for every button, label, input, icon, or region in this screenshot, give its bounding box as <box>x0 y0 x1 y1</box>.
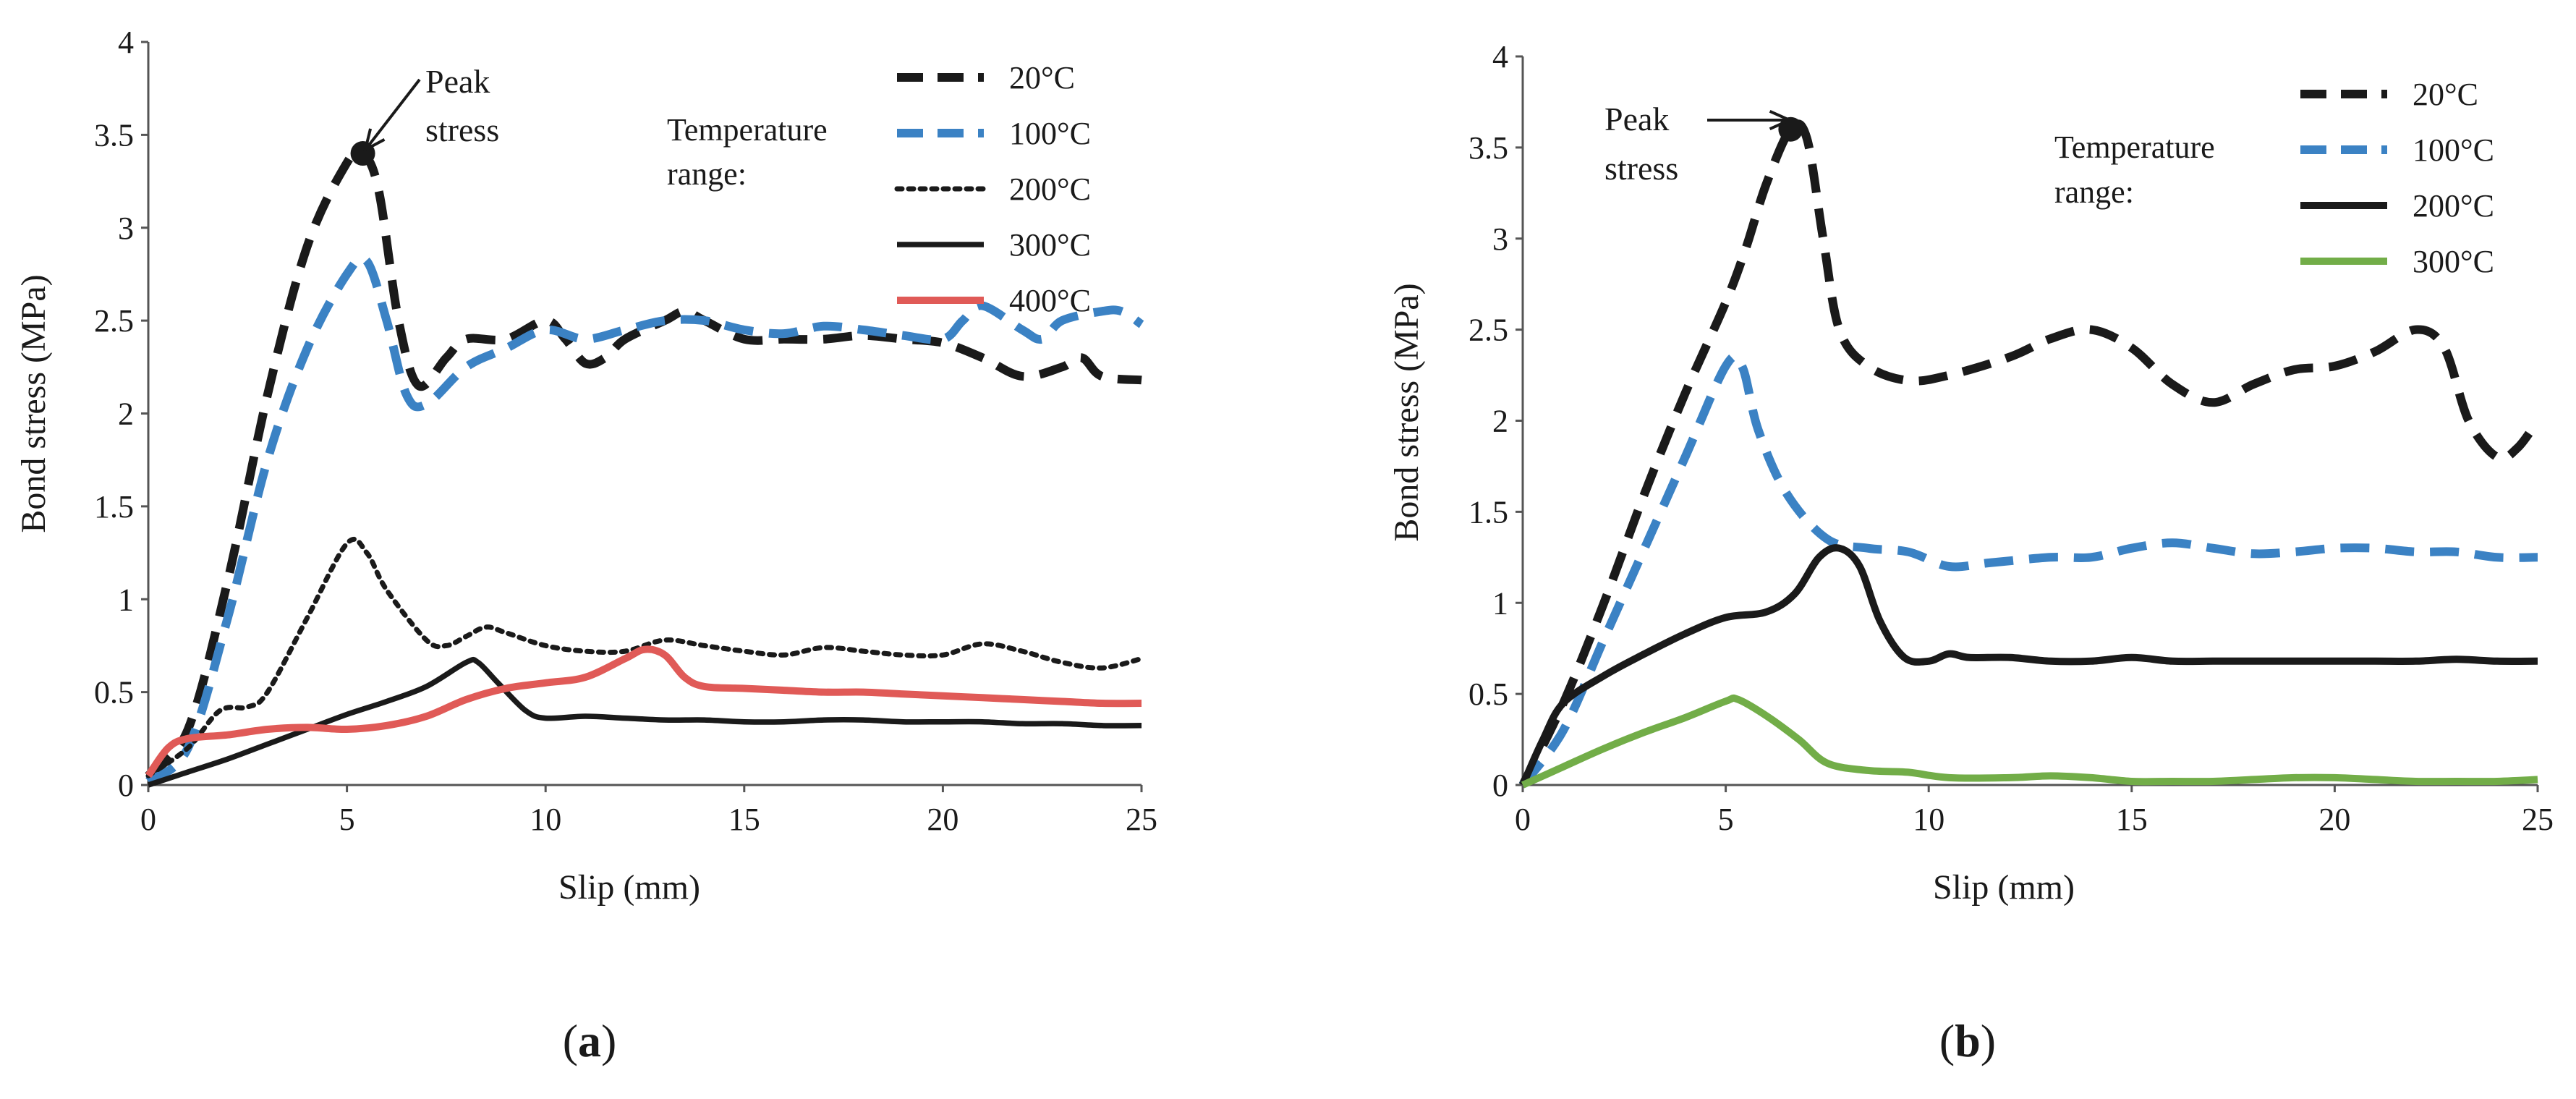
tick-labels-a: 0 0.5 1 1.5 2 2.5 3 3.5 4 0 5 10 15 20 25 <box>94 25 1157 837</box>
legend-b: 20°C 100°C 200°C 300°C <box>2300 77 2494 279</box>
y-tick-label-a: 3.5 <box>94 117 134 153</box>
panel-caption-label-b: b <box>1955 1015 1981 1066</box>
x-tick-label-b: 0 <box>1515 802 1531 837</box>
axes-a <box>147 42 1142 786</box>
legend-title-line2-a: range: <box>667 156 747 192</box>
y-tick-label-b: 0 <box>1492 768 1508 803</box>
x-tick-label-a: 20 <box>927 802 958 837</box>
y-tick-label-b: 3.5 <box>1468 130 1508 166</box>
series-line-200c-a <box>145 536 1144 778</box>
y-tick-label-a: 1 <box>118 582 134 617</box>
series-line-100c-a <box>145 253 1144 785</box>
legend-label-20c-a: 20°C <box>1009 60 1075 96</box>
peak-annotation-line1-a: Peak <box>425 63 490 100</box>
series-line-200c-b <box>1519 544 2538 787</box>
peak-point-a <box>350 141 375 166</box>
y-tick-label-b: 2 <box>1492 404 1508 439</box>
peak-annotation-line1-b: Peak <box>1604 101 1669 137</box>
series-line-400c-a <box>145 645 1142 778</box>
x-tick-label-a: 0 <box>140 802 156 837</box>
y-tick-label-a: 2 <box>118 396 134 432</box>
y-tick-label-a: 1.5 <box>94 489 134 525</box>
y-tick-label-a: 0.5 <box>94 675 134 710</box>
x-tick-label-a: 25 <box>1126 802 1157 837</box>
x-tick-label-b: 5 <box>1718 802 1734 837</box>
panel-caption-a: (a) <box>563 1015 617 1066</box>
x-tick-label-a: 15 <box>728 802 760 837</box>
x-tick-label-b: 20 <box>2318 802 2350 837</box>
panel-a: 0 0.5 1 1.5 2 2.5 3 3.5 4 0 5 10 15 20 25 Slip (mm) Bo… <box>14 25 1157 1066</box>
peak-annotation-line2-a: stress <box>425 111 499 148</box>
y-tick-label-a: 4 <box>118 25 134 60</box>
legend-label-100c-b: 100°C <box>2413 132 2494 168</box>
series-line-20c-b <box>1518 119 2541 787</box>
legend-a: 20°C 100°C 200°C 300°C 400°C <box>894 60 1091 318</box>
legend-label-400c-a: 400°C <box>1009 283 1091 318</box>
panel-caption-label-a: a <box>578 1015 601 1066</box>
legend-label-200c-a: 200°C <box>1009 171 1091 207</box>
legend-label-100c-a: 100°C <box>1009 116 1091 151</box>
y-tick-label-a: 2.5 <box>94 303 134 339</box>
peak-arrow-head-a <box>362 128 386 153</box>
x-axis-title-a: Slip (mm) <box>558 868 700 907</box>
y-tick-label-b: 4 <box>1492 39 1508 75</box>
y-axis-title-b: Bond stress (MPa) <box>1387 283 1426 541</box>
x-tick-label-b: 10 <box>1913 802 1944 837</box>
y-axis-title-a: Bond stress (MPa) <box>14 274 53 532</box>
x-tick-label-a: 10 <box>530 802 561 837</box>
panel-b: 0 0.5 1 1.5 2 2.5 3 3.5 4 0 5 10 15 20 25 Slip (mm) Bo… <box>1387 39 2554 1066</box>
series-line-100c-b <box>1519 352 2538 788</box>
x-tick-label-b: 15 <box>2116 802 2148 837</box>
legend-label-200c-b: 200°C <box>2413 188 2494 224</box>
peak-arrow-head-b <box>1769 109 1793 131</box>
peak-arrow-shaft-a <box>364 78 421 151</box>
legend-label-300c-a: 300°C <box>1009 227 1091 263</box>
panel-caption-b: (b) <box>1939 1015 1996 1066</box>
legend-title-line1-b: Temperature <box>2054 130 2215 165</box>
y-tick-label-b: 2.5 <box>1468 313 1508 348</box>
x-tick-label-a: 5 <box>339 802 355 837</box>
series-line-300c-b <box>1521 694 2538 789</box>
y-tick-label-b: 1.5 <box>1468 494 1508 530</box>
legend-title-line2-b: range: <box>2054 174 2134 210</box>
series-b <box>1518 119 2541 789</box>
y-tick-label-a: 3 <box>118 211 134 246</box>
peak-marker-b <box>1707 109 1803 142</box>
legend-label-20c-b: 20°C <box>2413 77 2478 112</box>
y-tick-label-b: 0.5 <box>1468 676 1508 712</box>
y-tick-label-a: 0 <box>118 768 134 803</box>
y-tick-label-b: 1 <box>1492 585 1508 621</box>
x-axis-title-b: Slip (mm) <box>1933 868 2075 907</box>
legend-title-line1-a: Temperature <box>667 112 828 148</box>
legend-label-300c-b: 300°C <box>2413 244 2494 279</box>
peak-annotation-line2-b: stress <box>1604 150 1678 187</box>
peak-marker-a <box>350 78 421 166</box>
y-tick-label-b: 3 <box>1492 221 1508 257</box>
x-tick-label-b: 25 <box>2522 802 2554 837</box>
series-line-20c-a <box>145 145 1142 779</box>
series-a <box>145 145 1144 788</box>
tick-labels-b: 0 0.5 1 1.5 2 2.5 3 3.5 4 0 5 10 15 20 25 <box>1468 39 2554 837</box>
series-line-300c-a <box>147 656 1142 788</box>
